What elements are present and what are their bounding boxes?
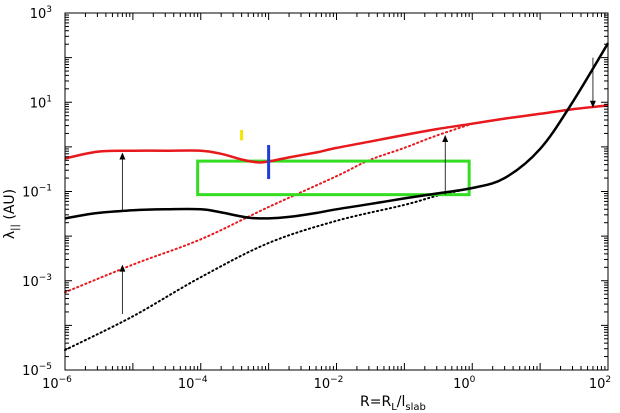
y-tick-label-base: 10: [30, 7, 47, 22]
x-tick-label-base: 10: [314, 377, 331, 392]
arrow-head: [119, 264, 126, 272]
x-tick-label: 10−4: [178, 375, 208, 392]
y-tick-label-exponent: 3: [46, 5, 52, 15]
y-tick-label-exponent: −5: [39, 362, 52, 372]
y-tick-label-base: 10: [22, 186, 39, 201]
x-tick-label-exponent: 2: [605, 375, 611, 385]
x-tick-label-exponent: 0: [470, 375, 476, 385]
solid-series-line: [64, 104, 609, 164]
x-axis-label: R=RL/lslab: [360, 394, 426, 413]
dotted-series-line: [64, 187, 474, 351]
y-tick-label-exponent: 1: [46, 94, 52, 104]
y-axis-label: λ|| (AU): [2, 189, 21, 239]
y-tick-label: 101: [30, 94, 52, 111]
x-tick-label-base: 10: [453, 377, 470, 392]
x-tick-label-base: 10: [42, 377, 59, 392]
y-axis-label-sub: ||: [10, 224, 21, 231]
green-region-box: [196, 159, 471, 197]
dotted-series-line: [64, 122, 474, 294]
arrow-head: [589, 100, 596, 108]
x-axis-label-sub1: L: [391, 402, 397, 413]
y-tick-label: 103: [30, 5, 52, 22]
x-tick-label-base: 10: [589, 377, 606, 392]
x-axis-label-main: R=R: [360, 394, 391, 410]
arrow-head: [119, 152, 126, 160]
x-tick-label: 10−2: [314, 375, 344, 392]
plot-frame: [64, 12, 609, 371]
solid-series-line: [64, 42, 610, 220]
y-tick-label-base: 10: [22, 364, 39, 379]
x-tick-label-base: 10: [178, 377, 195, 392]
arrow-head: [442, 135, 449, 142]
x-axis-label-sub2: slab: [405, 402, 425, 413]
y-tick-label: 10−3: [22, 273, 52, 290]
y-tick-label-base: 10: [22, 275, 39, 290]
x-axis-label-mid: /l: [397, 394, 406, 410]
x-tick-label: 102: [589, 375, 611, 392]
x-tick-label: 10−6: [42, 375, 72, 392]
chart-marks: [64, 42, 610, 351]
y-tick-label: 10−1: [22, 184, 52, 201]
y-tick-label: 10−5: [22, 362, 52, 379]
y-tick-label-base: 10: [30, 96, 47, 111]
x-tick-label-exponent: −6: [59, 375, 73, 385]
y-axis-label-unit: (AU): [2, 189, 18, 224]
y-tick-label-exponent: −3: [39, 273, 52, 283]
x-tick-label-exponent: −4: [194, 375, 208, 385]
x-tick-label-exponent: −2: [330, 375, 343, 385]
x-tick-label: 100: [453, 375, 476, 392]
y-axis-label-main: λ: [2, 231, 18, 239]
y-tick-label-exponent: −1: [39, 184, 52, 194]
